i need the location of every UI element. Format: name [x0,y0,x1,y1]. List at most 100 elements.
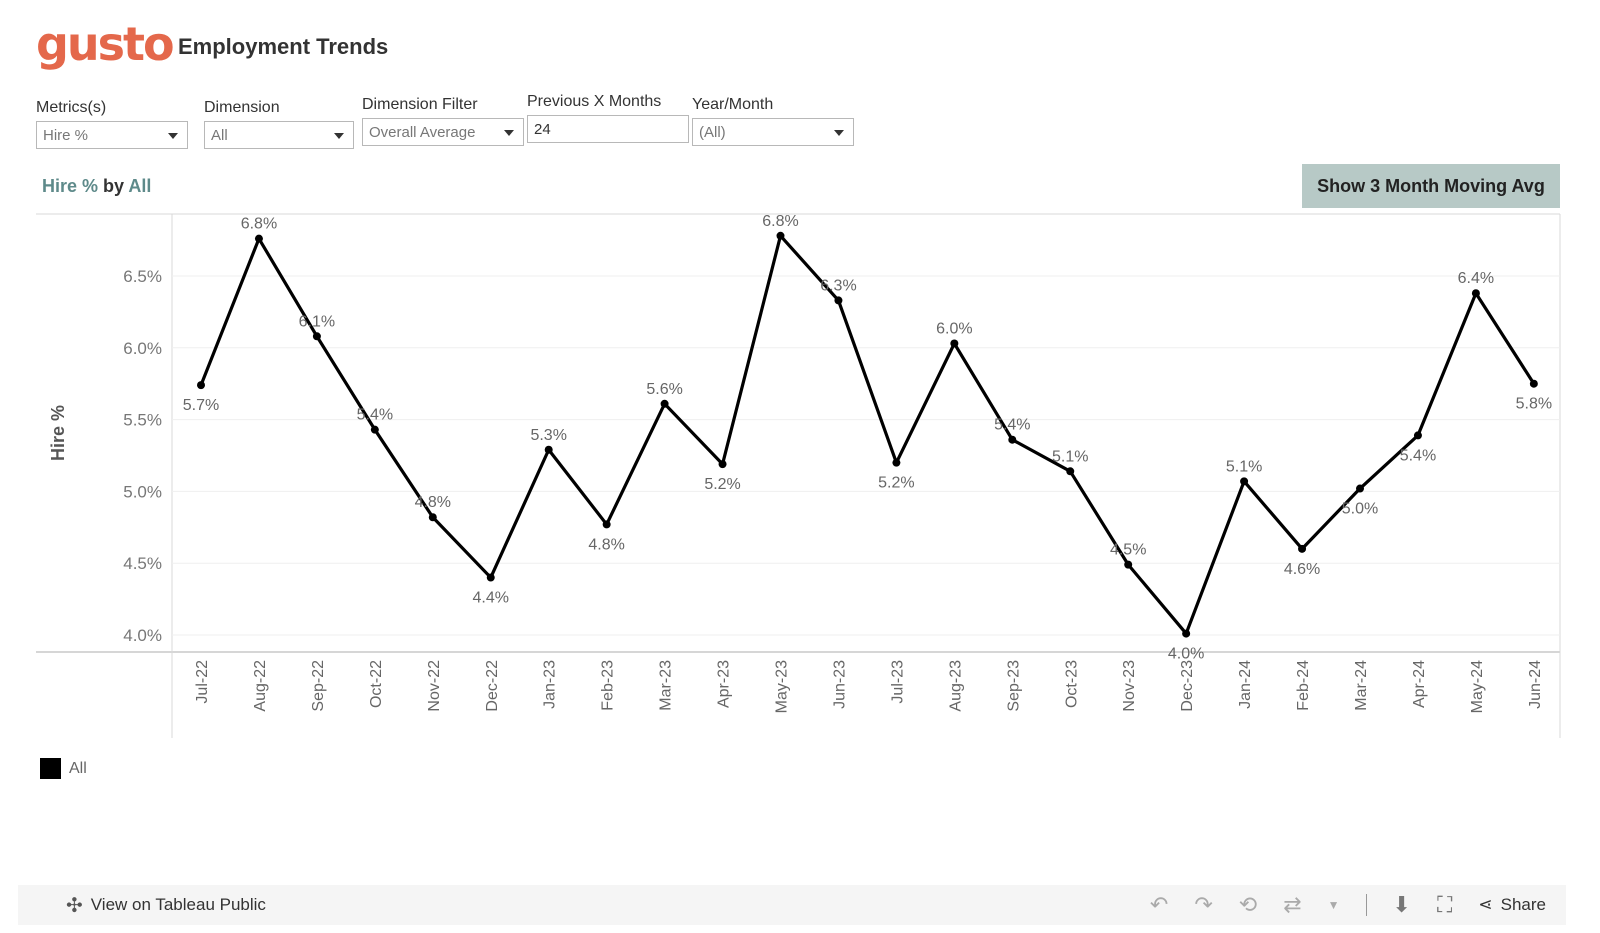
data-label: 4.5% [1110,542,1146,559]
x-tick-label: Sep-23 [1005,660,1022,712]
legend-label: All [69,759,87,777]
refresh-icon[interactable]: ⇄ [1283,892,1302,917]
data-point [370,425,379,434]
data-point [312,332,321,341]
moving-average-button[interactable]: Show 3 Month Moving Avg [1302,164,1560,208]
dimension-dropdown-value: All [211,126,228,144]
redo-icon[interactable]: ↷ [1194,892,1213,917]
x-tick-label: Nov-22 [426,660,443,712]
data-label: 4.0% [1168,646,1204,663]
data-point [197,381,205,390]
y-tick-label: 5.0% [123,482,162,501]
data-label: 5.2% [878,475,914,492]
x-tick-label: Oct-22 [368,660,385,708]
year-month-label: Year/Month [692,96,774,113]
data-label: 6.0% [936,320,972,337]
data-label: 5.0% [1342,501,1378,518]
sheet-title-dimension: All [128,176,152,196]
line-chart: 4.0% 4.5% 5.0% 5.5% 6.0% 6.5% Hire % Jul-22 Aug-… [36,213,1561,738]
metrics-dropdown[interactable]: Hire % [36,121,188,149]
data-point [1413,431,1422,440]
previous-months-input[interactable]: 24 [527,115,689,143]
chevron-down-icon [834,130,844,136]
dimension-filter: Dimension All [204,99,354,149]
dimension-filter-label: Dimension [204,99,280,116]
data-point [1124,560,1133,569]
data-label: 5.7% [183,397,219,414]
view-on-tableau-link[interactable]: ✣ View on Tableau Public [66,893,266,918]
more-chevron-down-icon[interactable]: ▼ [1327,898,1340,912]
tableau-toolbar: ✣ View on Tableau Public ↶ ↷ ⟲ ⇄ ▼ ⬇ ⛶ ⋖… [18,885,1566,925]
x-tick-label: May-24 [1469,660,1486,713]
x-tick-label: Sep-22 [310,660,327,712]
dimension-filter-dropdown[interactable]: Overall Average [362,118,524,146]
year-month-dropdown-value: (All) [699,123,726,141]
x-tick-label: Dec-23 [1179,660,1196,712]
view-on-tableau-label: View on Tableau Public [90,895,266,914]
x-tick-label: Jul-23 [889,660,906,704]
chevron-down-icon [504,130,514,136]
series-line-all [199,234,1536,636]
data-label: 5.1% [1052,448,1088,465]
data-label: 4.8% [415,494,451,511]
data-point [544,445,553,454]
data-label: 6.8% [241,216,277,233]
x-tick-label: Jul-22 [194,660,211,704]
x-tick-label: Aug-22 [252,660,269,712]
data-point [1471,289,1480,298]
x-tick-label: Oct-23 [1063,660,1080,708]
data-label: 5.4% [1400,447,1436,464]
y-axis-title: Hire % [48,405,68,461]
data-label: 4.8% [588,536,624,553]
sheet-title-by: by [103,176,125,196]
data-label: 6.4% [1458,270,1494,287]
data-point [602,520,611,529]
x-tick-label: Aug-23 [947,660,964,712]
share-icon: ⋖ [1478,895,1493,914]
data-label: 5.6% [646,381,682,398]
metrics-filter: Metrics(s) Hire % [36,99,188,149]
dimension-filter-dropdown-value: Overall Average [369,123,476,141]
y-tick-label: 4.0% [123,626,162,645]
legend-swatch[interactable] [40,758,61,779]
x-tick-label: Apr-23 [716,660,733,708]
x-tick-label: Nov-23 [1121,660,1138,712]
undo-icon[interactable]: ↶ [1149,892,1169,917]
y-tick-label: 6.5% [123,267,162,286]
y-tick-label: 4.5% [123,554,162,573]
metrics-dropdown-value: Hire % [43,126,89,144]
share-button[interactable]: ⋖ Share [1478,895,1546,915]
data-point [660,399,669,408]
dimension-dropdown[interactable]: All [204,121,354,149]
x-tick-label: Jan-24 [1237,660,1254,709]
data-label: 5.1% [1226,458,1262,475]
data-label: 5.4% [357,407,393,424]
data-point [486,573,495,582]
gusto-logo: gusto [36,17,175,71]
chevron-down-icon [168,133,178,139]
revert-icon[interactable]: ⟲ [1238,892,1258,917]
year-month-dropdown[interactable]: (All) [692,118,854,146]
x-tick-label: Mar-24 [1353,660,1370,711]
download-icon[interactable]: ⬇ [1392,892,1411,917]
metrics-filter-label: Metrics(s) [36,99,107,116]
fullscreen-icon[interactable]: ⛶ [1436,892,1453,917]
data-label: 4.6% [1284,561,1320,578]
data-label: 6.8% [762,213,798,230]
x-tick-label: Feb-24 [1295,660,1312,711]
data-point [776,231,785,240]
data-point [254,234,263,243]
x-tick-label: Mar-23 [658,660,675,711]
share-label: Share [1500,895,1546,914]
x-tick-label: Apr-24 [1411,660,1428,708]
sheet-title: Hire % by All [42,176,151,197]
data-point [428,513,437,522]
x-tick-label: May-23 [774,660,791,713]
data-label: 4.4% [473,590,509,607]
previous-months-filter: Previous X Months 24 [527,93,689,143]
dimension-filter-filter-label: Dimension Filter [362,96,478,113]
chevron-down-icon [334,133,344,139]
x-tick-label: Feb-23 [600,660,617,711]
x-tick-label: Jun-23 [831,660,848,709]
tableau-logo-icon: ✣ [66,894,83,917]
